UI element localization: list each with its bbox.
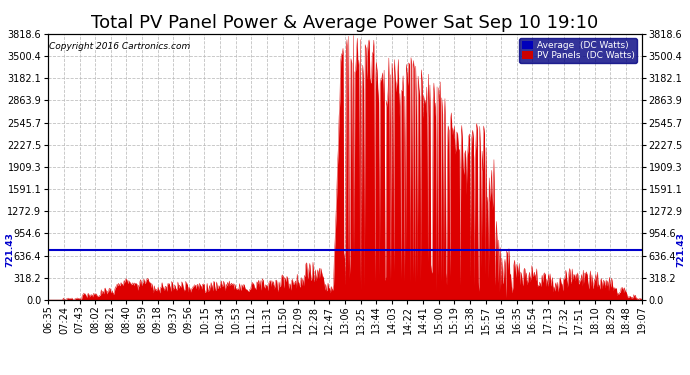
Text: 721.43: 721.43 — [5, 232, 14, 267]
Legend: Average  (DC Watts), PV Panels  (DC Watts): Average (DC Watts), PV Panels (DC Watts) — [520, 38, 637, 63]
Text: 721.43: 721.43 — [676, 232, 685, 267]
Text: Copyright 2016 Cartronics.com: Copyright 2016 Cartronics.com — [50, 42, 190, 51]
Title: Total PV Panel Power & Average Power Sat Sep 10 19:10: Total PV Panel Power & Average Power Sat… — [91, 14, 599, 32]
